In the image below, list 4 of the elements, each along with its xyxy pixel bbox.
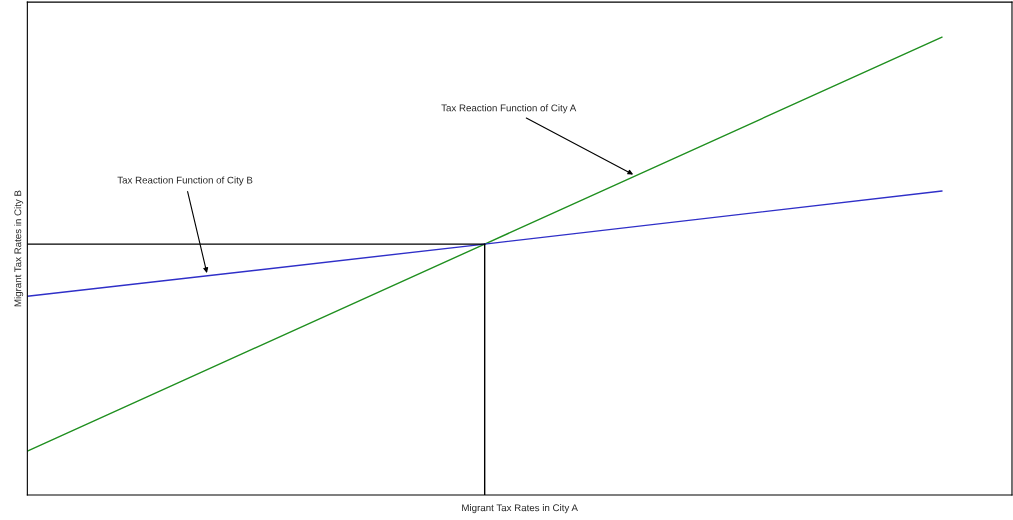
x-axis-title: Migrant Tax Rates in City A [462,504,578,514]
y-axis-title: Migrant Tax Rates in City B [14,190,24,307]
annotation: Tax Reaction Function of City A [441,104,577,114]
annotation: Tax Reaction Function of City B [117,176,253,186]
